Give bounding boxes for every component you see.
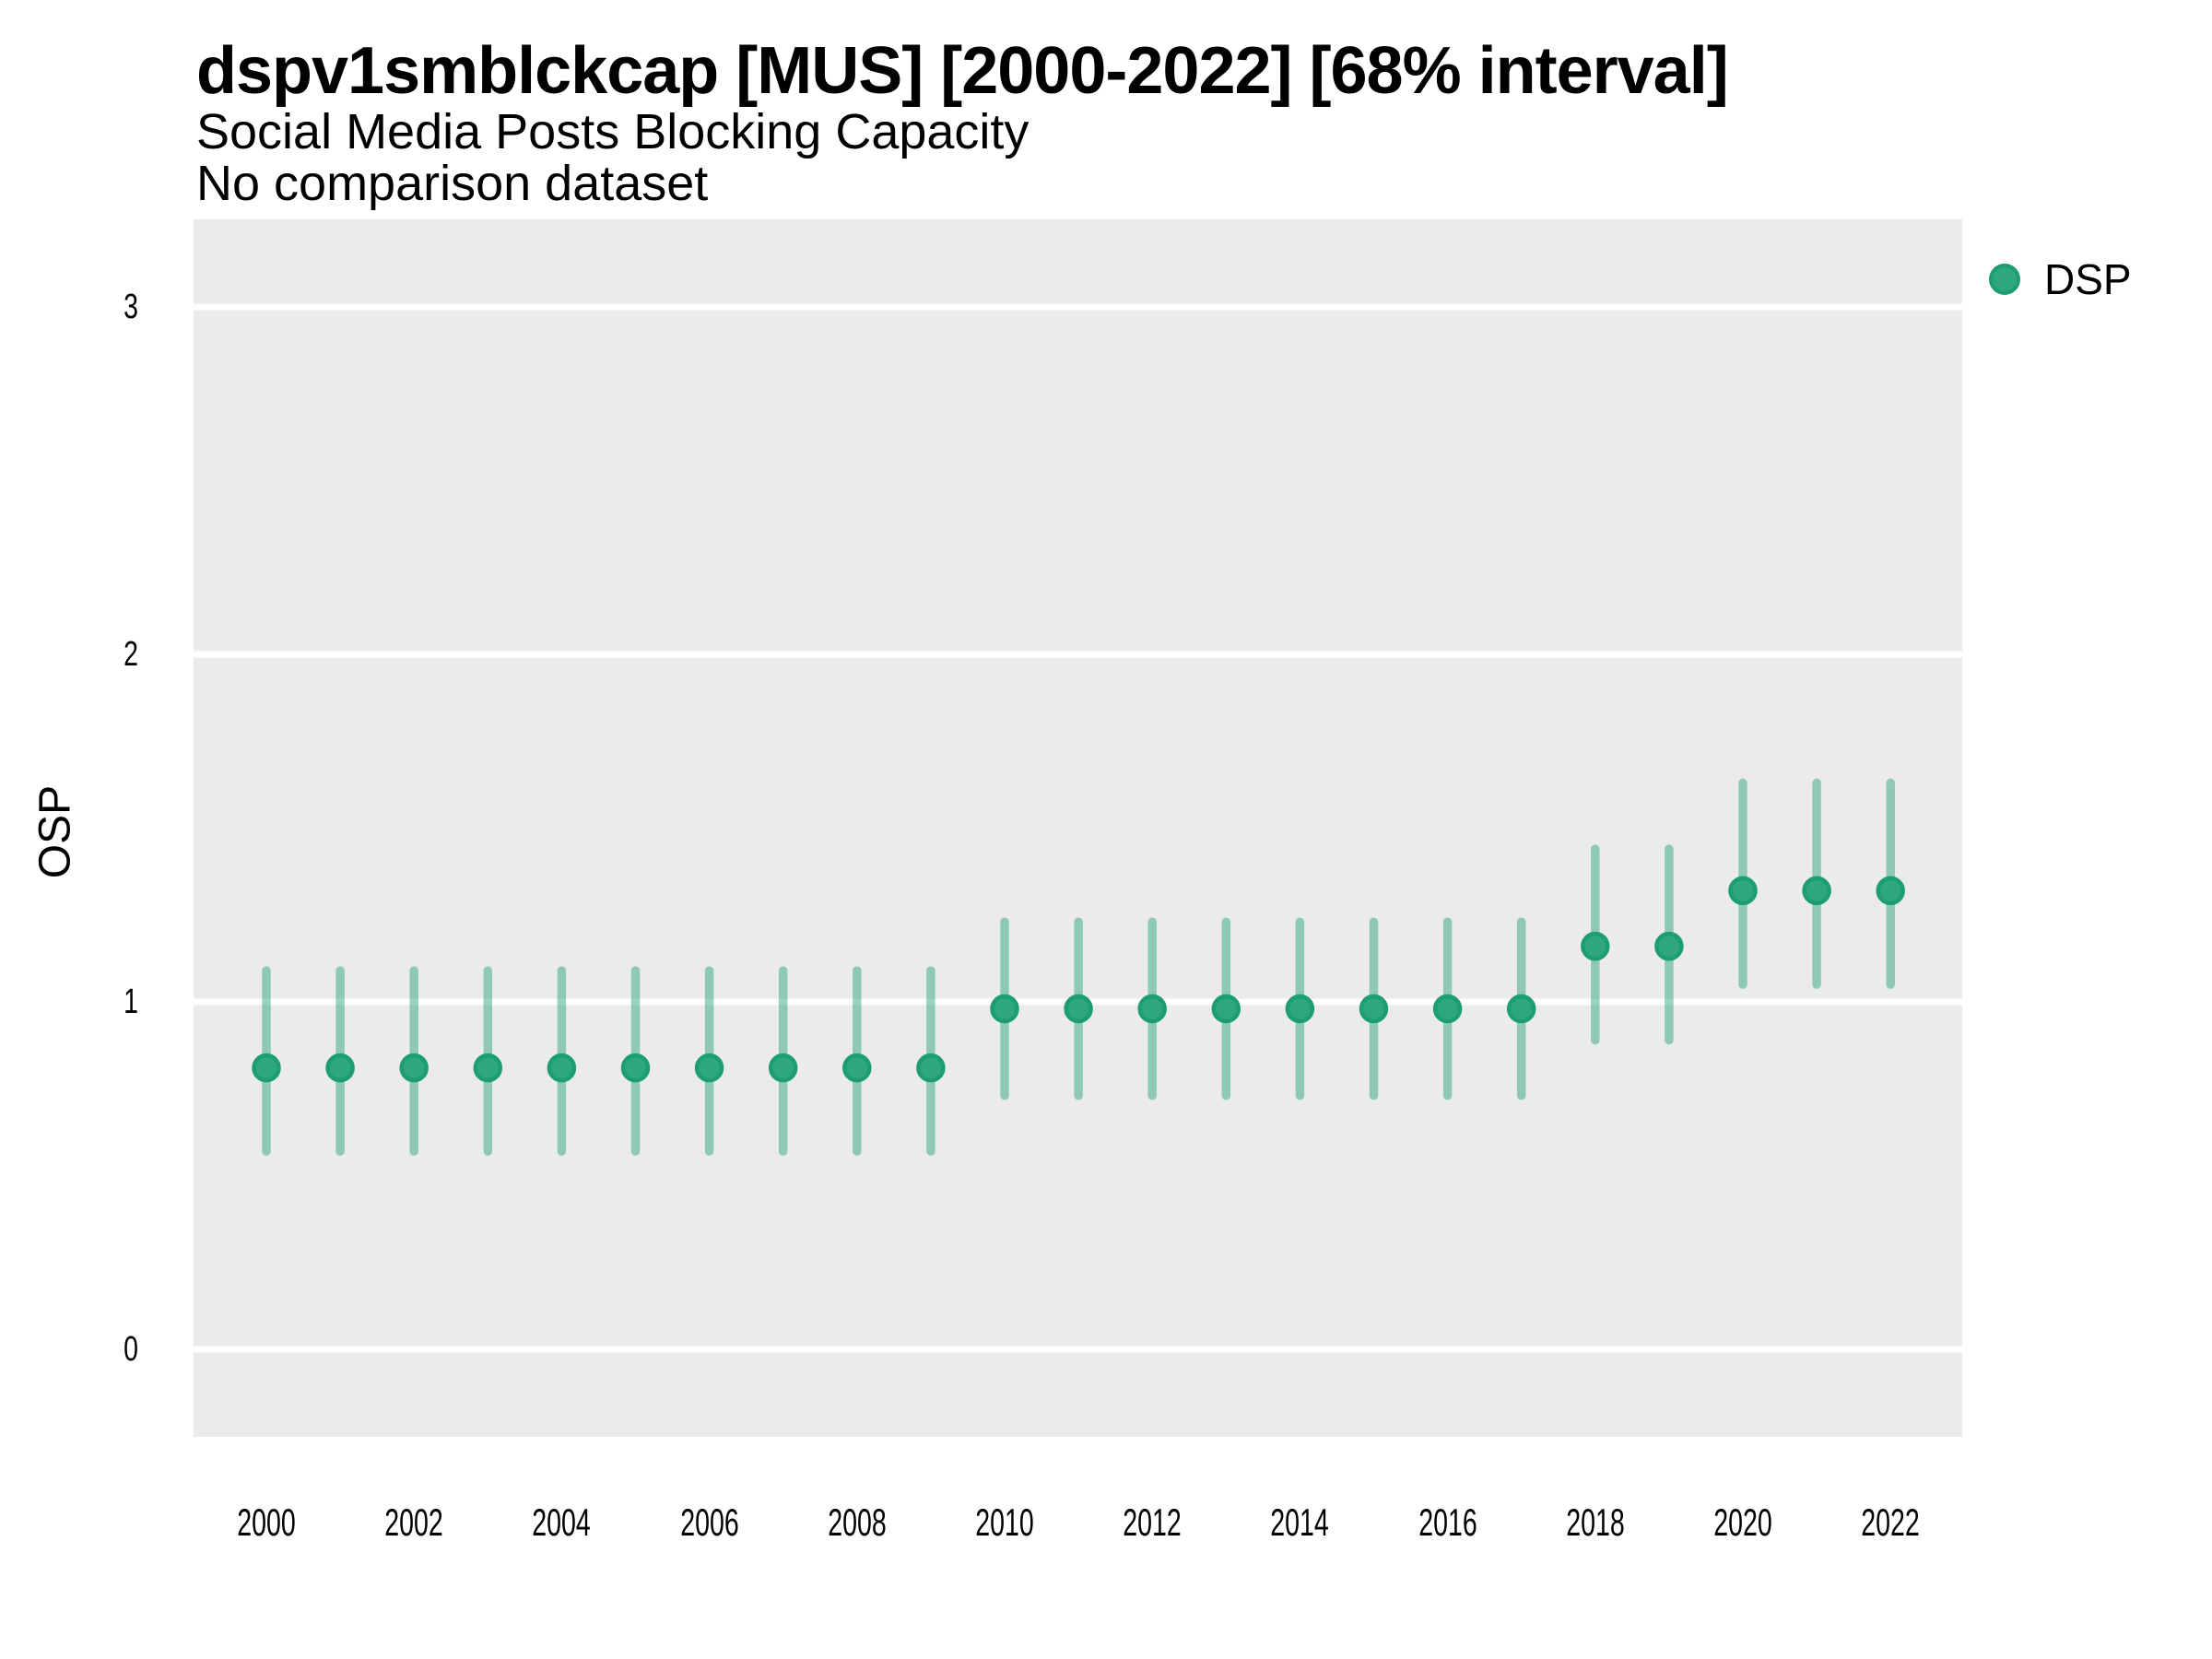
data-point-2011: [1064, 994, 1093, 1024]
data-point-2004: [547, 1053, 577, 1083]
x-tick-label-2000: 2000: [237, 1500, 296, 1544]
x-tick-label-2002: 2002: [384, 1500, 443, 1544]
x-tick-label-2004: 2004: [532, 1500, 592, 1544]
data-point-2000: [252, 1053, 281, 1083]
x-tick-label-2016: 2016: [1418, 1500, 1477, 1544]
legend-series-label: DSP: [2044, 255, 2132, 303]
data-point-2013: [1211, 994, 1241, 1024]
data-point-2005: [620, 1053, 651, 1083]
x-tick-label-2020: 2020: [1713, 1500, 1772, 1544]
pointrange-plot: [194, 303, 1962, 1353]
data-point-2018: [1581, 931, 1610, 961]
data-point-2006: [694, 1053, 724, 1083]
data-point-2007: [768, 1053, 798, 1083]
data-point-2003: [473, 1053, 503, 1083]
y-axis-title: OSP: [30, 784, 80, 879]
data-point-2019: [1654, 931, 1684, 961]
data-point-2009: [916, 1053, 946, 1083]
y-tick-label-2: 2: [124, 635, 138, 674]
y-tick-label-1: 1: [124, 982, 138, 1021]
y-tick-label-3: 3: [124, 288, 138, 326]
data-point-2021: [1802, 876, 1831, 906]
legend: DSP: [1989, 254, 2132, 304]
y-tick-label-0: 0: [124, 1330, 138, 1369]
x-tick-label-2012: 2012: [1123, 1500, 1182, 1544]
x-tick-label-2008: 2008: [828, 1500, 887, 1544]
x-tick-label-2018: 2018: [1566, 1500, 1625, 1544]
data-point-2002: [399, 1053, 429, 1083]
chart-title: dspv1smblckcap [MUS] [2000-2022] [68% in…: [196, 34, 1729, 108]
data-point-2008: [842, 1053, 872, 1083]
data-point-2016: [1432, 994, 1463, 1024]
data-point-2022: [1876, 876, 1905, 906]
data-point-2001: [325, 1053, 355, 1083]
x-tick-label-2010: 2010: [975, 1500, 1034, 1544]
data-point-2020: [1728, 876, 1758, 906]
data-point-2017: [1506, 994, 1536, 1024]
data-point-2012: [1137, 994, 1167, 1024]
x-tick-label-2022: 2022: [1861, 1500, 1920, 1544]
x-tick-label-2006: 2006: [679, 1500, 739, 1544]
chart-subtitle: Social Media Posts Blocking Capacity: [196, 104, 1030, 159]
plot-panel: [194, 219, 1962, 1437]
legend-marker-dot-icon: [1989, 264, 2020, 295]
data-point-2010: [990, 994, 1019, 1024]
comparison-note: No comparison dataset: [196, 156, 709, 211]
data-point-2014: [1285, 994, 1315, 1024]
x-tick-label-2014: 2014: [1270, 1500, 1330, 1544]
data-point-2015: [1359, 994, 1389, 1024]
